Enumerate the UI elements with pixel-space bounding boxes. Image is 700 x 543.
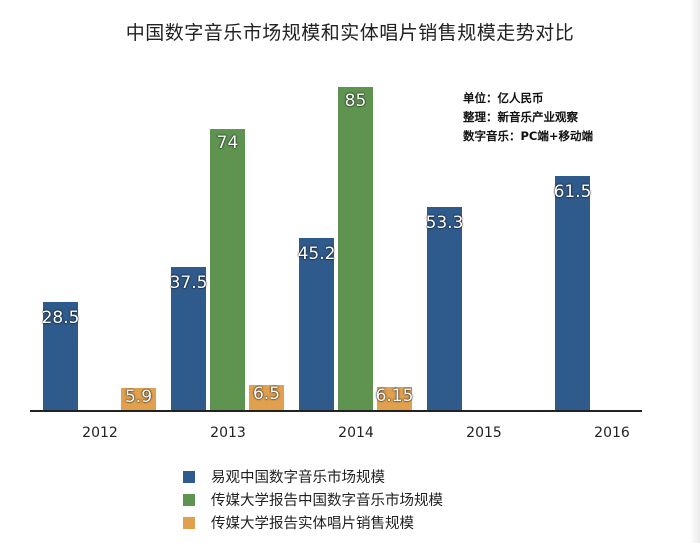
bar-orange-2012: 5.9 [121, 387, 156, 410]
x-tick-label: 2013 [210, 425, 246, 441]
legend-swatch-green [183, 493, 195, 506]
bar-value-label: 28.5 [41, 308, 80, 328]
x-tick-label: 2016 [594, 425, 630, 441]
legend-item-blue: 易观中国数字音乐市场规模 [183, 465, 443, 488]
bar-value-label: 53.3 [425, 213, 464, 233]
bar-value-label: 5.9 [124, 387, 153, 407]
x-tick-label: 2012 [82, 425, 118, 441]
bar-orange-2013: 6.5 [249, 384, 284, 410]
legend-label: 易观中国数字音乐市场规模 [211, 470, 385, 486]
chart-notes: 单位：亿人民币 整理：新音乐产业观察 数字音乐：PC端+移动端 [463, 89, 593, 146]
legend-swatch-blue [183, 470, 195, 483]
legend: 易观中国数字音乐市场规模 传媒大学报告中国数字音乐市场规模 传媒大学报告实体唱片… [183, 465, 443, 534]
legend-label: 传媒大学报告中国数字音乐市场规模 [211, 493, 443, 509]
bar-blue-2014: 45.2 [298, 238, 335, 410]
legend-item-orange: 传媒大学报告实体唱片销售规模 [183, 511, 443, 534]
bar-blue-2016: 61.5 [554, 176, 591, 410]
legend-item-green: 传媒大学报告中国数字音乐市场规模 [183, 488, 443, 511]
x-axis-line [30, 410, 642, 412]
legend-swatch-orange [183, 516, 195, 529]
bar-blue-2012: 28.5 [42, 302, 79, 410]
bar-blue-2013: 37.5 [170, 267, 207, 410]
source-note: 整理：新音乐产业观察 [463, 110, 578, 124]
bar-value-label: 6.15 [375, 386, 414, 406]
scope-note: 数字音乐：PC端+移动端 [463, 129, 594, 143]
unit-note: 单位：亿人民币 [463, 91, 544, 105]
x-tick-label: 2015 [466, 425, 502, 441]
bar-value-label: 6.5 [252, 384, 281, 404]
chart-title: 中国数字音乐市场规模和实体唱片销售规模走势对比 [125, 22, 575, 44]
bar-orange-2014: 6.15 [376, 386, 413, 410]
bar-value-label: 74 [216, 133, 239, 153]
bar-value-label: 45.2 [297, 244, 336, 264]
bar-value-label: 37.5 [169, 273, 208, 293]
bar-green-2014: 85 [338, 87, 373, 410]
legend-label: 传媒大学报告实体唱片销售规模 [211, 516, 414, 532]
x-tick-label: 2014 [338, 425, 374, 441]
bar-blue-2015: 53.3 [426, 207, 463, 410]
bar-value-label: 61.5 [553, 182, 592, 202]
right-edge-shadow [690, 0, 700, 543]
bar-green-2013: 74 [210, 129, 245, 410]
bar-value-label: 85 [344, 91, 367, 111]
